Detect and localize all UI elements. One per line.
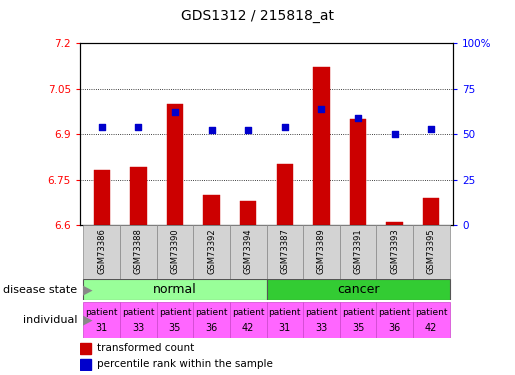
Text: 42: 42 xyxy=(425,323,437,333)
Bar xyxy=(130,167,147,225)
Text: GSM73386: GSM73386 xyxy=(97,228,106,274)
Text: 33: 33 xyxy=(132,323,145,333)
Point xyxy=(208,128,216,134)
Bar xyxy=(230,225,267,279)
Point xyxy=(171,109,179,115)
Text: GSM73388: GSM73388 xyxy=(134,228,143,274)
Bar xyxy=(94,170,110,225)
Bar xyxy=(167,104,183,225)
Bar xyxy=(120,225,157,279)
Bar xyxy=(267,302,303,338)
Text: GSM73387: GSM73387 xyxy=(280,228,289,274)
Bar xyxy=(267,279,450,300)
Text: ▶: ▶ xyxy=(79,283,92,296)
Text: transformed count: transformed count xyxy=(97,343,194,353)
Text: GSM73394: GSM73394 xyxy=(244,228,253,274)
Text: patient: patient xyxy=(415,308,448,317)
Bar xyxy=(83,279,267,300)
Text: patient: patient xyxy=(268,308,301,317)
Text: GSM73391: GSM73391 xyxy=(353,228,363,274)
Bar xyxy=(157,302,193,338)
Text: ▶: ▶ xyxy=(79,313,92,326)
Text: percentile rank within the sample: percentile rank within the sample xyxy=(97,359,272,369)
Text: patient: patient xyxy=(232,308,265,317)
Text: cancer: cancer xyxy=(337,283,379,296)
Point xyxy=(354,115,362,121)
Text: GSM73389: GSM73389 xyxy=(317,228,326,274)
Text: GDS1312 / 215818_at: GDS1312 / 215818_at xyxy=(181,9,334,23)
Bar xyxy=(240,201,256,225)
Bar xyxy=(386,222,403,225)
Text: normal: normal xyxy=(153,283,197,296)
Bar xyxy=(376,225,413,279)
Text: GSM73393: GSM73393 xyxy=(390,228,399,274)
Text: 31: 31 xyxy=(96,323,108,333)
Bar xyxy=(376,302,413,338)
Bar xyxy=(83,302,120,338)
Point xyxy=(390,131,399,137)
Bar xyxy=(267,225,303,279)
Bar xyxy=(277,164,293,225)
Text: individual: individual xyxy=(23,315,77,325)
Text: disease state: disease state xyxy=(3,285,77,295)
Bar xyxy=(350,119,366,225)
Text: 35: 35 xyxy=(352,323,364,333)
Text: patient: patient xyxy=(379,308,411,317)
Bar xyxy=(193,302,230,338)
Bar xyxy=(193,225,230,279)
Bar xyxy=(340,225,376,279)
Bar xyxy=(203,195,220,225)
Bar xyxy=(157,225,193,279)
Bar xyxy=(303,302,340,338)
Text: patient: patient xyxy=(85,308,118,317)
Bar xyxy=(313,68,330,225)
Point xyxy=(427,126,435,132)
Text: patient: patient xyxy=(159,308,191,317)
Point xyxy=(317,106,325,112)
Text: 36: 36 xyxy=(205,323,218,333)
Text: GSM73390: GSM73390 xyxy=(170,228,180,274)
Text: 31: 31 xyxy=(279,323,291,333)
Point xyxy=(98,124,106,130)
Text: patient: patient xyxy=(195,308,228,317)
Bar xyxy=(83,225,120,279)
Point xyxy=(134,124,143,130)
Text: 35: 35 xyxy=(169,323,181,333)
Bar xyxy=(423,198,439,225)
Bar xyxy=(120,302,157,338)
Bar xyxy=(413,302,450,338)
Point xyxy=(244,128,252,134)
Text: GSM73392: GSM73392 xyxy=(207,228,216,274)
Bar xyxy=(413,225,450,279)
Bar xyxy=(80,343,91,354)
Text: patient: patient xyxy=(122,308,154,317)
Text: 33: 33 xyxy=(315,323,328,333)
Text: patient: patient xyxy=(342,308,374,317)
Point xyxy=(281,124,289,130)
Text: 36: 36 xyxy=(388,323,401,333)
Bar xyxy=(230,302,267,338)
Bar xyxy=(303,225,340,279)
Text: 42: 42 xyxy=(242,323,254,333)
Text: patient: patient xyxy=(305,308,338,317)
Bar xyxy=(80,358,91,370)
Bar xyxy=(340,302,376,338)
Text: GSM73395: GSM73395 xyxy=(427,228,436,274)
